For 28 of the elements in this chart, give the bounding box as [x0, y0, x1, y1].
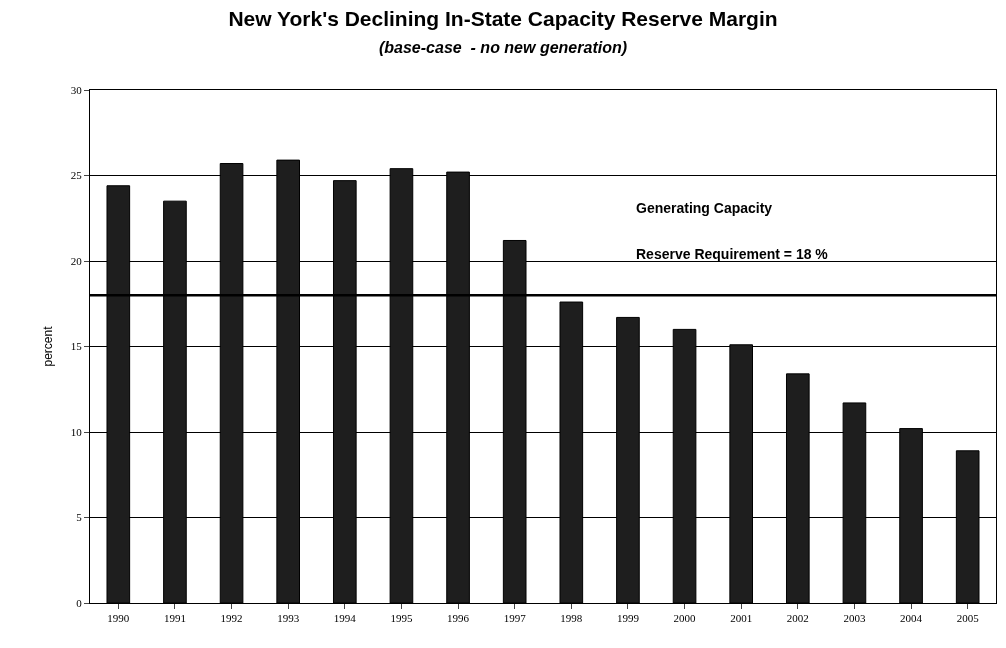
y-tick-label: 5 [76, 511, 83, 524]
x-tick-label: 1997 [503, 612, 527, 625]
y-tick-label: 30 [70, 83, 83, 96]
x-tick-label: 2001 [730, 612, 753, 625]
x-tick-label: 2005 [956, 612, 980, 625]
x-tick-label: 1995 [390, 612, 413, 625]
x-tick-label: 2002 [786, 612, 809, 625]
x-tick-label: 1991 [163, 612, 186, 625]
x-tick-label: 1999 [616, 612, 640, 625]
x-tick-label: 2000 [673, 612, 697, 625]
x-tick-label: 1990 [107, 612, 130, 625]
y-tick-label: 0 [76, 596, 83, 609]
annotation: Generating Capacity [636, 200, 773, 216]
chart-subtitle: (base-case - no new generation) [378, 39, 628, 57]
y-tick-label: 20 [70, 254, 83, 267]
x-tick-label: 2004 [900, 612, 923, 625]
y-tick-label: 15 [70, 340, 83, 353]
y-tick-label: 10 [70, 425, 83, 438]
x-tick-label: 1994 [333, 612, 357, 625]
x-tick-label: 1992 [220, 612, 243, 625]
x-tick-label: 1998 [560, 612, 583, 625]
chart-title: New York's Declining In-State Capacity Reserve Margin [228, 6, 778, 30]
y-tick-label: 25 [70, 169, 83, 182]
ref-line-label: Reserve Requirement = 18 % [636, 246, 829, 262]
x-tick-label: 1993 [277, 612, 300, 625]
x-tick-label: 2003 [843, 612, 866, 625]
y-axis-title: percent [41, 325, 56, 367]
x-tick-label: 1996 [447, 612, 470, 625]
